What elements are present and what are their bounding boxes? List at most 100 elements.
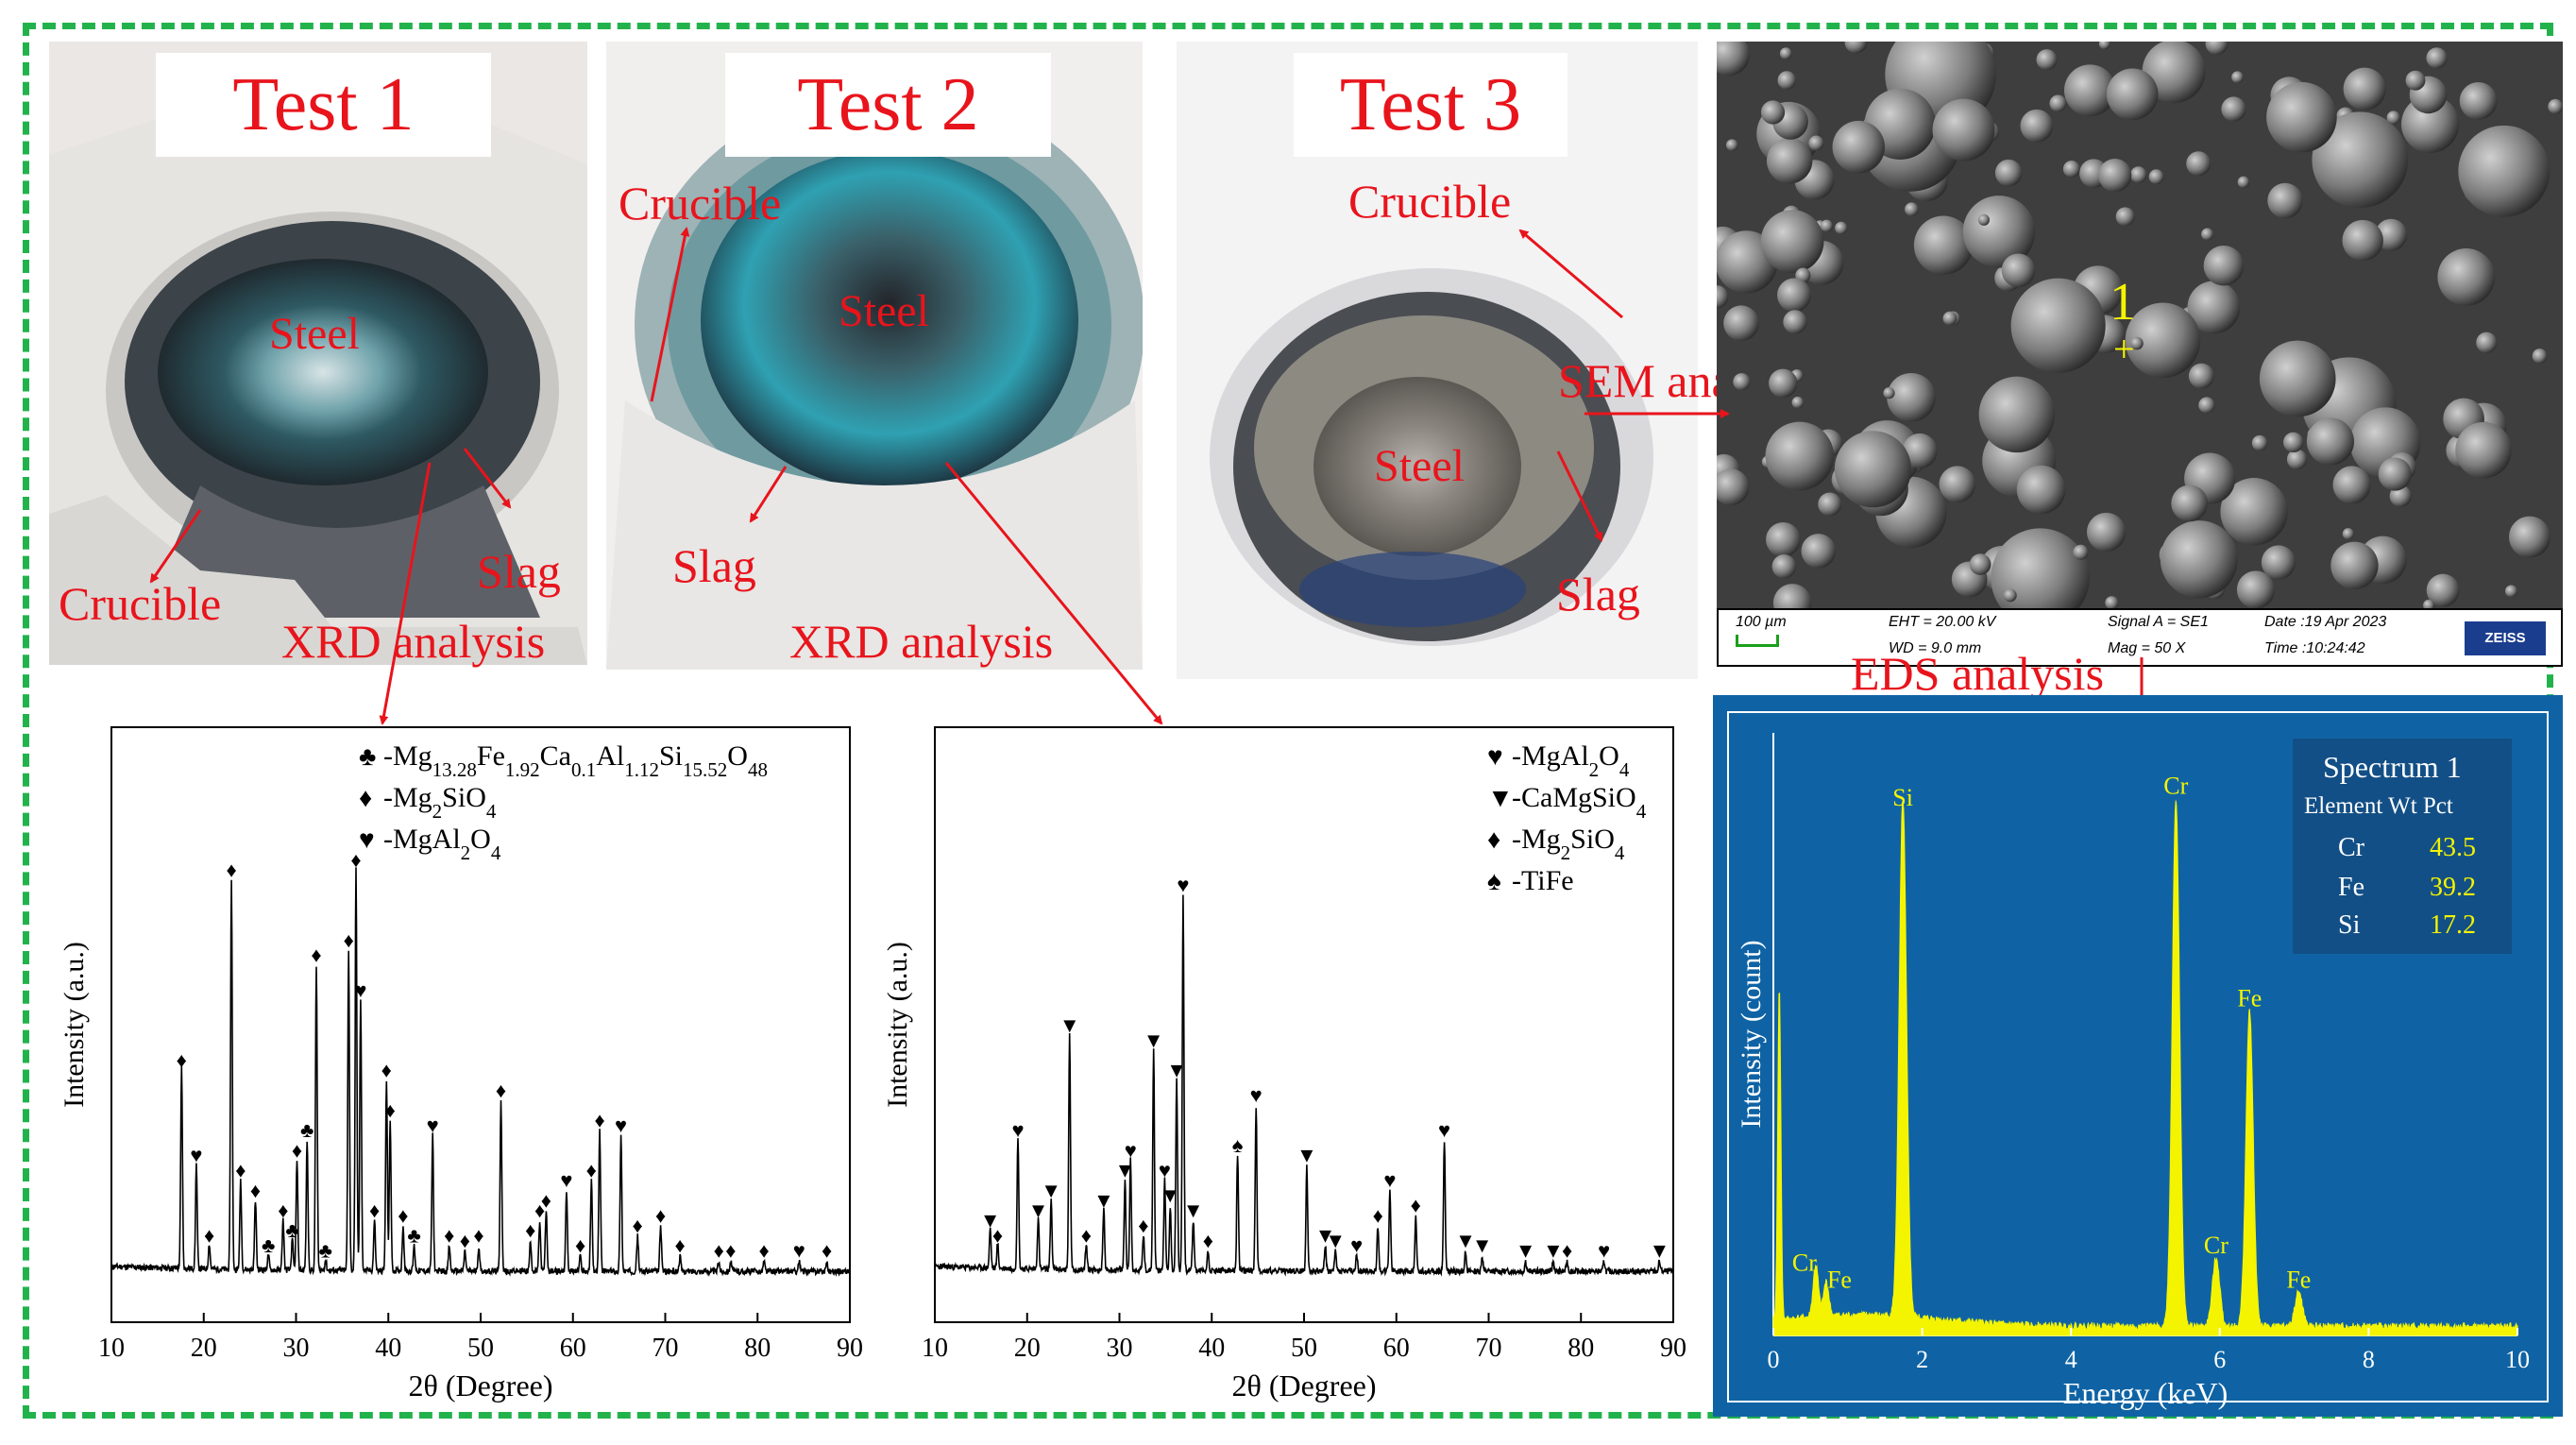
x-tick-label: 8: [2363, 1346, 2375, 1373]
peak-marker: ▼: [1028, 1198, 1049, 1222]
peak-marker: ♣: [300, 1118, 314, 1142]
peak-marker: ▼: [1059, 1013, 1080, 1037]
sem-particle: [1717, 285, 1729, 309]
legend-symbol: ♥: [1487, 742, 1503, 772]
sem-particle: [2187, 280, 2241, 334]
legend-symbol: ▼: [1487, 784, 1514, 813]
sem-particle: [2129, 166, 2147, 183]
sem-particle: [1902, 433, 1938, 469]
sem-particle: [2400, 94, 2460, 153]
peak-marker: ♦: [655, 1203, 666, 1227]
peak-marker: ♣: [319, 1238, 332, 1262]
sem-particle: [2171, 484, 2209, 522]
sem-particle: [2073, 544, 2089, 560]
x-tick-label: 70: [652, 1334, 679, 1363]
sem-particle: [2267, 182, 2303, 219]
peak-label: Cr: [2204, 1232, 2229, 1259]
peak-marker: ♦: [594, 1109, 604, 1132]
sem-particle: [1835, 221, 1848, 235]
legend-entry: -Mg2SiO4: [383, 782, 497, 823]
x-axis-label: Energy (keV): [2063, 1376, 2228, 1410]
sem-point-label: 1: [2110, 273, 2136, 332]
peak-marker: ♦: [278, 1198, 288, 1222]
peak-marker: ♥: [1438, 1118, 1450, 1142]
peak-marker: ♦: [525, 1218, 535, 1242]
peak-marker: ▼: [1315, 1224, 1336, 1248]
zeiss-logo: ZEISS: [2465, 621, 2546, 655]
sem-particle: [2201, 228, 2214, 241]
sem-particle: [1760, 210, 1824, 273]
legend-entry: -CaMgSiO4: [1512, 782, 1647, 823]
eds-result-table: Spectrum 1 Element Wt Pct Cr 43.5 Fe 39.…: [2293, 739, 2512, 954]
peak-marker: ♦: [398, 1203, 408, 1227]
peak-marker: ▼: [1041, 1179, 1061, 1202]
sem-particle: [2010, 278, 2106, 373]
sem-particle: [1939, 466, 1976, 503]
peak-marker: ♦: [675, 1233, 686, 1257]
sem-particle: [2142, 42, 2206, 104]
test-1-slag-label: Slag: [477, 545, 561, 598]
sem-particle: [1772, 584, 1812, 608]
x-axis-label: 2θ (Degree): [408, 1368, 552, 1402]
peak-marker: ♥: [1177, 874, 1189, 897]
sem-particle: [2086, 512, 2127, 552]
sem-mag: Mag = 50 X: [2108, 640, 2186, 656]
sem-particle: [2306, 417, 2354, 466]
sem-particle: [2378, 457, 2412, 491]
test-3-title: Test 3: [1294, 53, 1568, 157]
peak-marker: ♦: [226, 858, 236, 882]
peak-marker: ♥: [1159, 1159, 1171, 1182]
peak-marker: ▼: [1183, 1198, 1204, 1222]
peak-marker: ▼: [1166, 1059, 1187, 1082]
sem-particle: [2115, 207, 2135, 227]
sem-particle: [1977, 213, 1991, 226]
sem-particle: [1905, 202, 1919, 216]
sem-particle: [2459, 82, 2498, 120]
sem-particle: [1771, 553, 1797, 579]
sem-particle: [2458, 125, 2551, 217]
peak-marker: ▼: [980, 1209, 1001, 1232]
sem-particle: [2125, 302, 2201, 379]
sem-particle: [2098, 42, 2110, 50]
peak-marker: ♥: [1011, 1118, 1024, 1142]
sem-particle: [1818, 492, 1842, 517]
sem-particle: [1791, 396, 1805, 409]
sem-particle: [1801, 534, 1837, 569]
test-3-crucible-label: Crucible: [1348, 175, 1512, 228]
peak-marker: ▼: [1472, 1233, 1493, 1257]
peak-marker: ♥: [190, 1144, 202, 1167]
x-tick-label: 6: [2213, 1346, 2226, 1373]
x-tick-label: 90: [1660, 1334, 1686, 1363]
peak-marker: ♦: [311, 944, 321, 967]
peak-marker: ♦: [204, 1224, 214, 1248]
x-tick-label: 60: [1383, 1334, 1410, 1363]
sem-particle: [2236, 570, 2276, 608]
sem-image: [1717, 42, 2563, 608]
sem-particle: [2049, 94, 2067, 112]
sem-particle: [2020, 109, 2054, 143]
sem-particle: [2266, 81, 2337, 153]
sem-particle: [2205, 42, 2229, 55]
peak-marker: ♦: [292, 1138, 302, 1162]
sem-particle: [2283, 432, 2304, 453]
peak-marker: ♦: [1203, 1229, 1213, 1252]
xrd-trace: [934, 894, 1674, 1278]
peak-marker: ▼: [1296, 1144, 1317, 1167]
sem-particle: [1733, 373, 1751, 391]
peak-marker: ♦: [714, 1238, 724, 1262]
peak-marker: ♦: [235, 1159, 246, 1182]
peak-marker: ♥: [615, 1114, 627, 1137]
peak-marker: ♦: [541, 1188, 551, 1212]
row-si-element: Si: [2338, 910, 2361, 940]
table-header: Element Wt Pct: [2304, 793, 2453, 819]
peak-marker: ♥: [560, 1168, 572, 1192]
peak-marker: ▼: [1144, 1028, 1164, 1052]
sem-particle: [1717, 468, 1750, 506]
sem-particle: [1808, 135, 1824, 151]
sem-particle: [2259, 340, 2336, 417]
x-tick-label: 2: [1916, 1346, 1928, 1373]
sem-particle: [1777, 71, 1796, 90]
test-3-steel-label: Steel: [1374, 441, 1465, 491]
x-tick-label: 70: [1476, 1334, 1502, 1363]
peak-marker: ♦: [1081, 1224, 1092, 1248]
